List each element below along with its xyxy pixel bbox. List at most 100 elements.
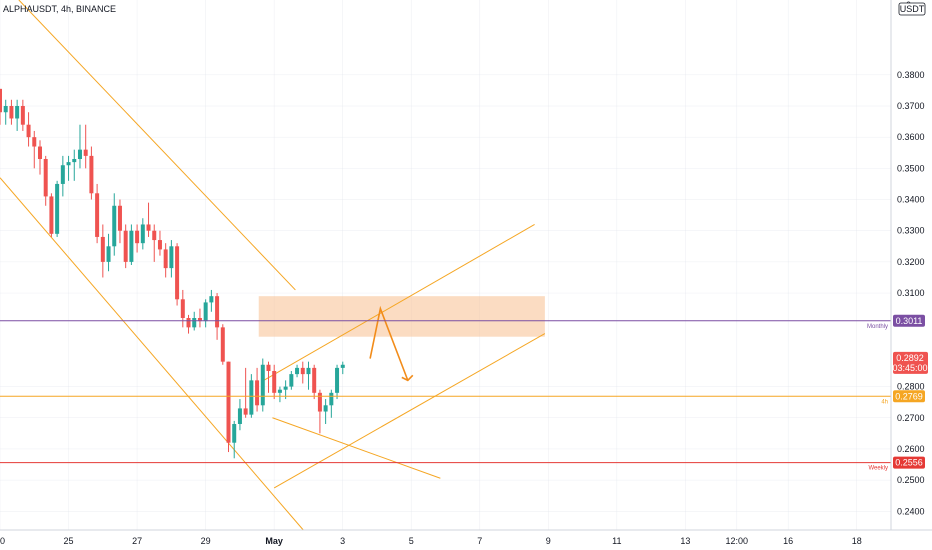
price-tick-label: 0.2800 (897, 382, 925, 392)
price-tick-label: 0.3600 (897, 132, 925, 142)
candle-body (277, 389, 282, 393)
candle-body (72, 159, 77, 163)
time-tick-label: 29 (201, 536, 211, 546)
candle-body (340, 364, 345, 368)
time-tick-label: 7 (477, 536, 482, 546)
candle-body (335, 367, 340, 393)
candle-body (112, 205, 117, 247)
level-price-tag-text: 0.3011 (896, 316, 923, 326)
candle-body (123, 230, 128, 262)
time-tick-label: 5 (409, 536, 414, 546)
candle-body (106, 246, 111, 262)
candle-body (55, 183, 60, 234)
candle-body (260, 364, 265, 406)
candle-body (100, 236, 105, 262)
candle-body (9, 106, 14, 119)
trend-line (18, 0, 296, 291)
price-tick-label: 0.3200 (897, 257, 925, 267)
currency-label: USDT (900, 4, 925, 14)
candle-body (192, 318, 197, 328)
level-price-tag (893, 456, 925, 469)
candle-body (226, 361, 231, 443)
level-price-tag-text: 0.2769 (895, 391, 923, 401)
horizontal-levels: Monthly0.30114h0.2769Weekly0.25560.28920… (0, 314, 928, 472)
candlestick-series (0, 88, 345, 459)
candle-body (135, 230, 140, 244)
time-tick-label: 3 (340, 536, 345, 546)
candle-body (49, 196, 54, 234)
candle-body (317, 392, 322, 412)
candle-body (152, 230, 157, 241)
time-tick-label: May (265, 536, 283, 546)
candle-body (249, 380, 254, 415)
candle-body (312, 367, 317, 393)
time-axis[interactable]: 00 25 27 29 May 3 5 7 9 11 13 12:00 16 18 (0, 536, 862, 546)
price-tick-label: 0.3500 (897, 163, 925, 173)
projection-arrow-head (401, 374, 414, 382)
grid-lines (0, 0, 891, 530)
price-tick-label: 0.3300 (897, 226, 925, 236)
candle-body (43, 159, 48, 197)
candle-body (20, 106, 25, 125)
trend-line (272, 417, 441, 479)
time-tick-label: 9 (546, 536, 551, 546)
candle-body (0, 88, 2, 113)
price-tick-label: 0.3800 (897, 70, 925, 80)
candle-body (83, 149, 88, 156)
level-line-label: Monthly (867, 324, 888, 330)
candle-body (197, 318, 202, 322)
candle-body (180, 299, 185, 318)
candle-body (140, 224, 145, 244)
time-tick-label: 00 (0, 536, 5, 546)
trend-line (273, 333, 546, 489)
level-line-label: Weekly (868, 466, 888, 472)
bar-countdown: 03:45:00 (892, 363, 927, 373)
price-axis[interactable]: 0.3800 0.3700 0.3600 0.3500 0.3400 0.3300 0.32… (897, 70, 925, 516)
time-tick-label: 12:00 (726, 536, 749, 546)
candle-body (329, 392, 334, 406)
candle-body (295, 367, 300, 375)
candle-body (175, 246, 180, 300)
level-price-tag (893, 314, 925, 327)
drawing-overlays-front (369, 305, 414, 382)
price-tick-label: 0.2400 (897, 506, 925, 516)
drawing-overlays-back (0, 0, 546, 531)
price-tick-label: 0.2600 (897, 444, 925, 454)
candle-body (232, 424, 237, 443)
projection-arrow (369, 305, 409, 381)
time-tick-label: 13 (680, 536, 690, 546)
candle-body (209, 296, 214, 303)
candle-body (266, 364, 271, 371)
candle-body (289, 374, 294, 387)
candle-body (272, 371, 277, 393)
candle-body (146, 224, 151, 231)
time-tick-label: 16 (783, 536, 793, 546)
candle-body (255, 380, 260, 406)
candle-body (283, 386, 288, 390)
level-line-label: 4h (881, 399, 888, 405)
trend-line (263, 224, 535, 381)
supply-zone (258, 296, 545, 337)
time-tick-label: 27 (132, 536, 142, 546)
candle-body (129, 230, 134, 262)
candle-body (37, 146, 42, 159)
time-tick-label: 11 (612, 536, 621, 546)
candle-body (300, 367, 305, 375)
candle-body (243, 408, 248, 415)
candle-body (306, 367, 311, 375)
candle-body (323, 405, 328, 412)
price-tick-label: 0.2500 (897, 475, 925, 485)
price-tick-label: 0.3100 (897, 288, 925, 298)
candle-body (163, 249, 168, 269)
price-tick-label: 0.3400 (897, 195, 925, 205)
last-price-tag (893, 351, 928, 374)
symbol-legend: ALPHAUSDT, 4h, BINANCE (3, 4, 116, 14)
candle-body (66, 162, 71, 166)
currency-badge[interactable]: USDT (898, 2, 926, 16)
candle-body (32, 137, 37, 147)
candle-body (95, 193, 100, 237)
candle-body (60, 165, 65, 184)
candle-body (215, 296, 220, 328)
candle-body (186, 318, 191, 328)
